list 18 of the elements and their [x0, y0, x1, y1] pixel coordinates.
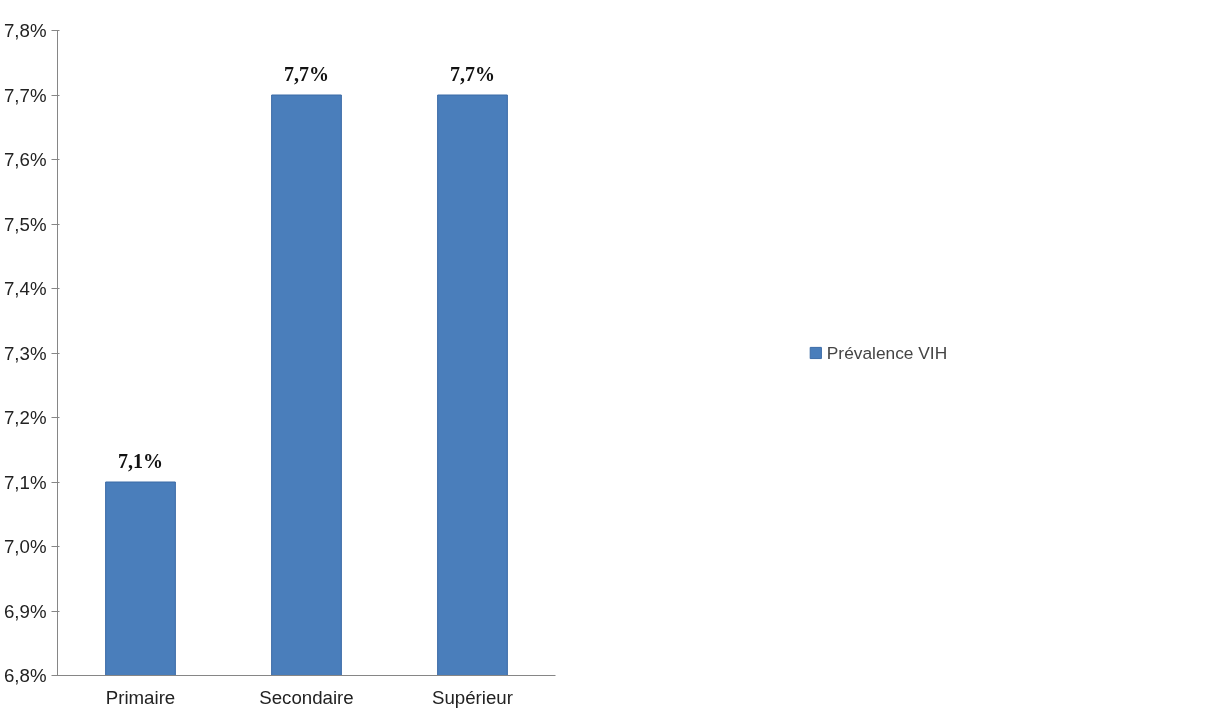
y-tick-label: 7,0% — [3, 536, 47, 557]
x-tick-label: Supérieur — [432, 686, 513, 708]
y-tick-label: 7,5% — [3, 213, 47, 235]
y-tick-label: 7,4% — [3, 278, 47, 299]
y-tick-label: 7,8% — [3, 20, 47, 41]
y-tick-label: 6,9% — [3, 600, 47, 622]
x-tick-label: Primaire — [105, 686, 176, 708]
y-tick-label: 7,6% — [3, 149, 47, 170]
y-tick-label: 7,7% — [3, 84, 47, 106]
y-tick-label: 7,1% — [3, 471, 47, 493]
data-label: 7,1% — [118, 450, 163, 472]
data-label: 7,7% — [450, 63, 495, 85]
y-tick-label: 6,8% — [3, 665, 47, 686]
data-label: 7,7% — [284, 63, 329, 85]
legend-label: Prévalence VIH — [826, 342, 948, 363]
y-tick-label: 7,2% — [3, 407, 47, 428]
y-tick-label: 7,3% — [3, 342, 47, 364]
x-tick-label: Secondaire — [259, 686, 354, 708]
